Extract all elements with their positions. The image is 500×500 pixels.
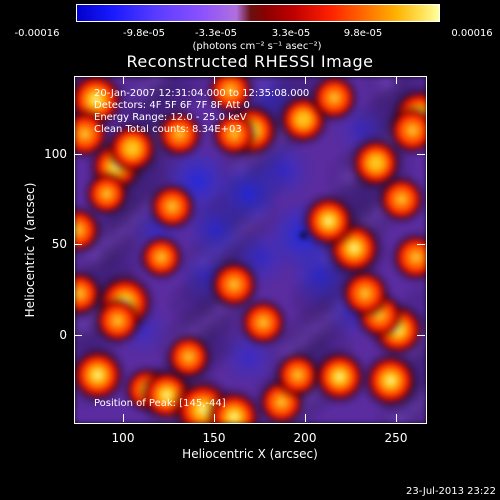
tick-mark bbox=[74, 244, 82, 245]
tick-mark bbox=[123, 414, 124, 422]
colorbar-tick-label: -9.8e-05 bbox=[123, 28, 165, 39]
tick-mark bbox=[396, 76, 397, 84]
x-tick-label: 200 bbox=[293, 431, 317, 445]
x-tick-label: 250 bbox=[384, 431, 408, 445]
y-tick-label: 50 bbox=[51, 237, 67, 251]
colorbar-unit-label: (photons cm⁻² s⁻¹ asec⁻²) bbox=[192, 41, 322, 52]
tick-mark bbox=[305, 414, 306, 422]
colorbar-tick-label: 9.8e-05 bbox=[343, 28, 383, 39]
x-tick-label: 150 bbox=[202, 431, 226, 445]
y-tick-label: 0 bbox=[59, 328, 67, 342]
tick-mark bbox=[74, 154, 82, 155]
colorbar-tick-label: 3.3e-05 bbox=[271, 28, 311, 39]
energy-range-label: Energy Range: 12.0 - 25.0 keV bbox=[94, 112, 247, 123]
tick-mark bbox=[396, 414, 397, 422]
tick-mark bbox=[214, 414, 215, 422]
y-tick-label: 100 bbox=[44, 147, 67, 161]
time-range-label: 20-Jan-2007 12:31:04.000 to 12:35:08.000 bbox=[94, 88, 310, 99]
timestamp-label: 23-Jul-2013 23:22 bbox=[405, 486, 496, 497]
colorbar bbox=[76, 4, 440, 22]
tick-mark bbox=[305, 76, 306, 84]
detectors-label: Detectors: 4F 5F 6F 7F 8F Att 0 bbox=[94, 100, 250, 111]
tick-mark bbox=[214, 76, 215, 84]
x-axis-label: Heliocentric X (arcsec) bbox=[182, 447, 318, 461]
chart-title: Reconstructed RHESSI Image bbox=[126, 52, 374, 71]
tick-mark bbox=[417, 244, 425, 245]
heatmap-image bbox=[74, 76, 427, 424]
x-tick-label: 100 bbox=[111, 431, 135, 445]
colorbar-tick-label: -0.00016 bbox=[14, 28, 60, 39]
tick-mark bbox=[123, 76, 124, 84]
tick-mark bbox=[74, 335, 82, 336]
colorbar-tick-label: 0.00016 bbox=[451, 28, 493, 39]
y-axis-label: Heliocentric Y (arcsec) bbox=[23, 182, 37, 318]
algorithm-counts-label: Clean Total counts: 8.34E+03 bbox=[94, 124, 242, 135]
tick-mark bbox=[417, 154, 425, 155]
tick-mark bbox=[417, 335, 425, 336]
plot-area bbox=[74, 76, 427, 424]
colorbar-tick-label: -3.3e-05 bbox=[195, 28, 237, 39]
peak-position-label: Position of Peak: [145,-44] bbox=[94, 398, 226, 409]
